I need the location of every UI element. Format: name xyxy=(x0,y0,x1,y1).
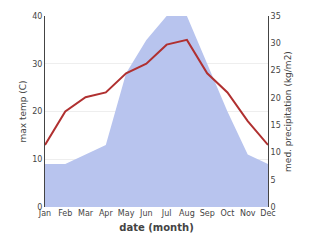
svg-text:Mar: Mar xyxy=(78,209,94,218)
svg-text:Feb: Feb xyxy=(58,209,72,218)
svg-text:max temp (C): max temp (C) xyxy=(18,80,28,142)
svg-text:Jun: Jun xyxy=(139,209,153,218)
svg-text:Sep: Sep xyxy=(200,209,215,218)
svg-text:40: 40 xyxy=(32,12,42,21)
svg-text:Nov: Nov xyxy=(240,209,256,218)
svg-text:Jul: Jul xyxy=(161,209,172,218)
svg-text:0: 0 xyxy=(271,203,276,212)
svg-text:5: 5 xyxy=(271,176,276,185)
svg-text:10: 10 xyxy=(32,155,42,164)
svg-text:30: 30 xyxy=(271,39,281,48)
svg-text:20: 20 xyxy=(32,107,42,116)
svg-text:Oct: Oct xyxy=(221,209,235,218)
svg-text:Jan: Jan xyxy=(38,209,51,218)
svg-text:Apr: Apr xyxy=(99,209,114,218)
svg-text:date (month): date (month) xyxy=(119,222,193,233)
svg-text:May: May xyxy=(118,209,135,218)
svg-text:Aug: Aug xyxy=(179,209,195,218)
svg-text:med. precipitation (kg/m2): med. precipitation (kg/m2) xyxy=(283,51,293,172)
svg-text:0: 0 xyxy=(37,203,42,212)
svg-text:Dec: Dec xyxy=(260,209,275,218)
svg-text:25: 25 xyxy=(271,66,281,75)
svg-text:20: 20 xyxy=(271,94,281,103)
svg-text:30: 30 xyxy=(32,60,42,69)
svg-text:10: 10 xyxy=(271,148,281,157)
svg-text:35: 35 xyxy=(271,12,281,21)
svg-text:15: 15 xyxy=(271,121,281,130)
